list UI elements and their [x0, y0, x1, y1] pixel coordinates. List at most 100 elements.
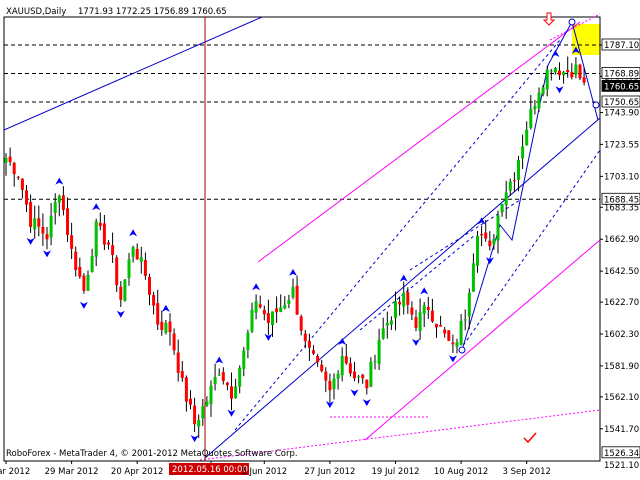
fractal-down-icon — [362, 399, 371, 407]
candle-body — [291, 286, 295, 298]
candle-body — [582, 77, 586, 83]
candle — [12, 161, 16, 187]
candle-body — [369, 361, 373, 387]
candle — [176, 339, 180, 382]
y-tick-label: 1723.55 — [604, 140, 639, 150]
price-label-text: 1750.65 — [604, 98, 639, 108]
dashed-blue-2 — [459, 149, 601, 351]
candle-body — [398, 301, 402, 305]
price-label: 1787.10 — [601, 38, 640, 51]
candle — [49, 203, 53, 246]
candle-body — [488, 240, 492, 247]
candle-body — [160, 321, 164, 330]
candle — [549, 68, 553, 81]
candle-body — [266, 313, 270, 323]
fractal-down-icon — [350, 389, 359, 397]
candle — [369, 357, 373, 388]
candle-body — [4, 157, 8, 163]
candle — [312, 345, 315, 355]
fractal-up-icon — [338, 338, 347, 346]
y-tick-label-bottom: 1521.10 — [604, 461, 639, 471]
candle — [156, 289, 160, 331]
x-tick-label: 19 Jul 2012 — [371, 467, 419, 477]
candle-body — [193, 405, 197, 425]
candle — [234, 378, 238, 399]
candle-body — [176, 352, 180, 373]
candle-body — [119, 286, 123, 300]
candle-body — [279, 307, 283, 312]
candle — [20, 178, 24, 199]
candle — [574, 57, 578, 79]
candle-body — [529, 108, 533, 128]
candle-body — [508, 181, 512, 191]
candle — [90, 248, 94, 273]
candle-body — [12, 162, 16, 175]
candle-body — [385, 322, 389, 326]
candle — [562, 70, 566, 84]
candle-body — [287, 300, 291, 304]
candle-body — [53, 202, 57, 213]
candle — [279, 294, 283, 313]
candle-body — [152, 294, 156, 306]
candle — [98, 212, 102, 231]
candle — [131, 245, 135, 263]
price-labels: 1787.10 1768.89 1760.65 1750.65 1688.45 1526.… — [601, 38, 640, 459]
candle — [57, 194, 61, 217]
fractal-down-icon — [412, 338, 420, 346]
candle — [16, 175, 20, 181]
down-arrow-icon — [542, 12, 556, 26]
x-tick-label: 29 Mar 2012 — [45, 467, 99, 477]
price-label-text: 1688.45 — [604, 195, 639, 205]
candle — [357, 374, 361, 384]
candle-body — [332, 378, 336, 390]
candle-body — [525, 129, 529, 146]
candle-body — [230, 386, 233, 399]
cursor-date-text: 2012.05.16 00:00 — [172, 465, 248, 475]
fractal-up-icon — [252, 283, 261, 291]
candle-body — [102, 223, 106, 245]
candle-body — [504, 192, 508, 206]
candle-body — [205, 401, 209, 406]
candle — [316, 353, 320, 367]
price-label-box — [601, 67, 640, 79]
candle-body — [225, 382, 229, 386]
fractal-down-icon — [116, 310, 125, 318]
candle-body — [66, 208, 69, 235]
candle-body — [389, 320, 393, 325]
candle — [266, 299, 270, 336]
candle — [135, 243, 139, 260]
candle — [566, 56, 570, 78]
candle — [29, 194, 33, 233]
fractal-down-icon — [43, 250, 51, 258]
candle-body — [74, 251, 78, 270]
candle — [246, 329, 250, 359]
fractal-down-icon — [79, 301, 88, 309]
candle — [86, 270, 90, 292]
candle-body — [107, 242, 110, 245]
candle — [4, 153, 8, 176]
candle — [107, 239, 110, 250]
candle — [262, 305, 266, 321]
y-tick-label: 1683.35 — [604, 203, 639, 213]
candle — [381, 317, 385, 340]
candle — [61, 186, 65, 216]
analysis-lines — [3, 13, 601, 461]
x-tick-label: 10 Aug 2012 — [434, 467, 488, 477]
candle-body — [414, 317, 418, 328]
candle — [70, 222, 74, 260]
candle — [521, 134, 525, 169]
candle — [82, 273, 86, 294]
candle-body — [94, 221, 98, 257]
candle — [111, 232, 115, 263]
candle-body — [496, 215, 500, 241]
trendline-upper-left — [3, 16, 263, 131]
candle — [377, 328, 381, 371]
candle — [242, 346, 246, 377]
candle-body — [271, 311, 274, 326]
y-tick-label: 1703.10 — [604, 172, 639, 182]
candle — [45, 226, 49, 250]
trendline-blue-lower — [204, 117, 601, 459]
candle — [529, 94, 533, 130]
candle — [488, 231, 492, 251]
